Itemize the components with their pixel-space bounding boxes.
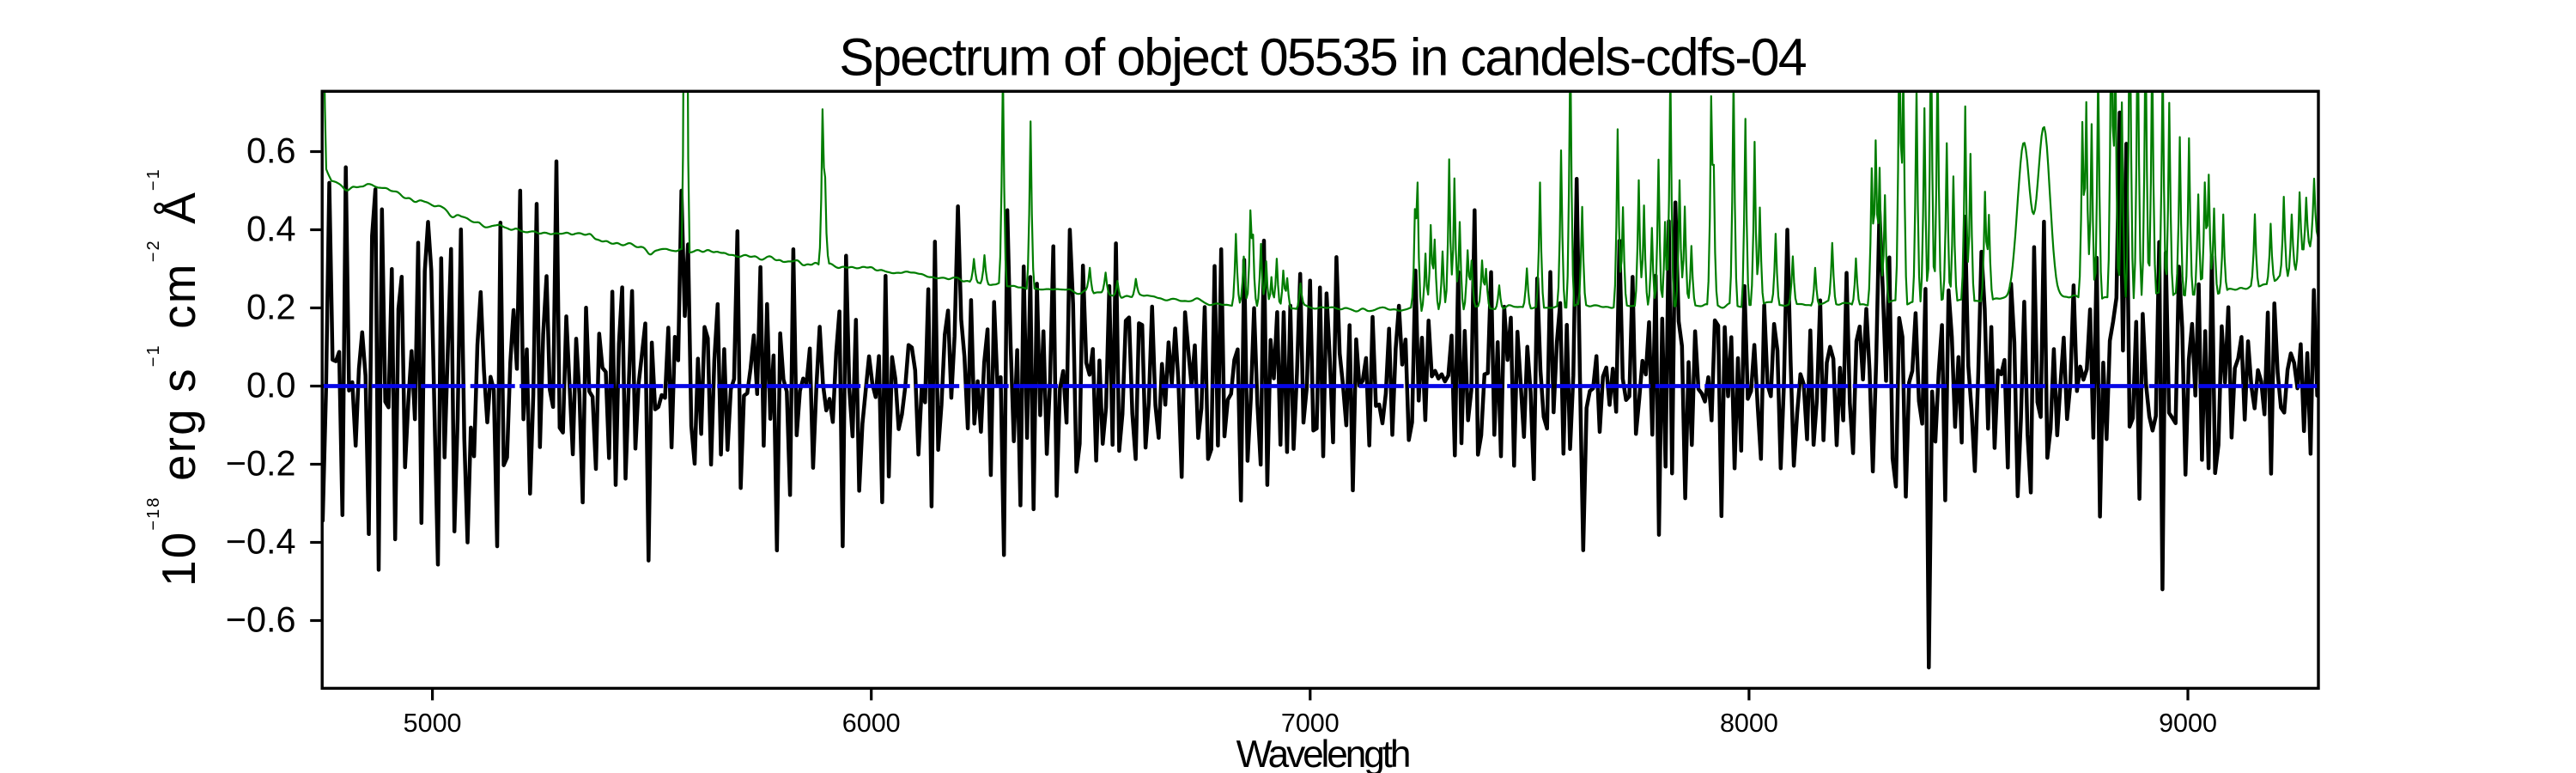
svg-text:9000: 9000 <box>2159 709 2217 738</box>
svg-text:−0.4: −0.4 <box>226 522 296 562</box>
svg-text:0.2: 0.2 <box>246 288 296 327</box>
svg-text:Wavelength: Wavelength <box>1236 733 1409 773</box>
svg-text:−0.2: −0.2 <box>226 444 296 484</box>
svg-text:0.4: 0.4 <box>246 210 296 249</box>
svg-text:Spectrum of object 05535 in ca: Spectrum of object 05535 in candels-cdfs… <box>839 28 1806 87</box>
svg-text:5000: 5000 <box>404 709 462 738</box>
svg-text:0.0: 0.0 <box>246 366 296 405</box>
svg-text:8000: 8000 <box>1720 709 1778 738</box>
svg-text:7000: 7000 <box>1281 709 1340 738</box>
svg-text:−0.6: −0.6 <box>226 600 296 640</box>
svg-text:0.6: 0.6 <box>246 131 296 171</box>
svg-text:6000: 6000 <box>842 709 901 738</box>
